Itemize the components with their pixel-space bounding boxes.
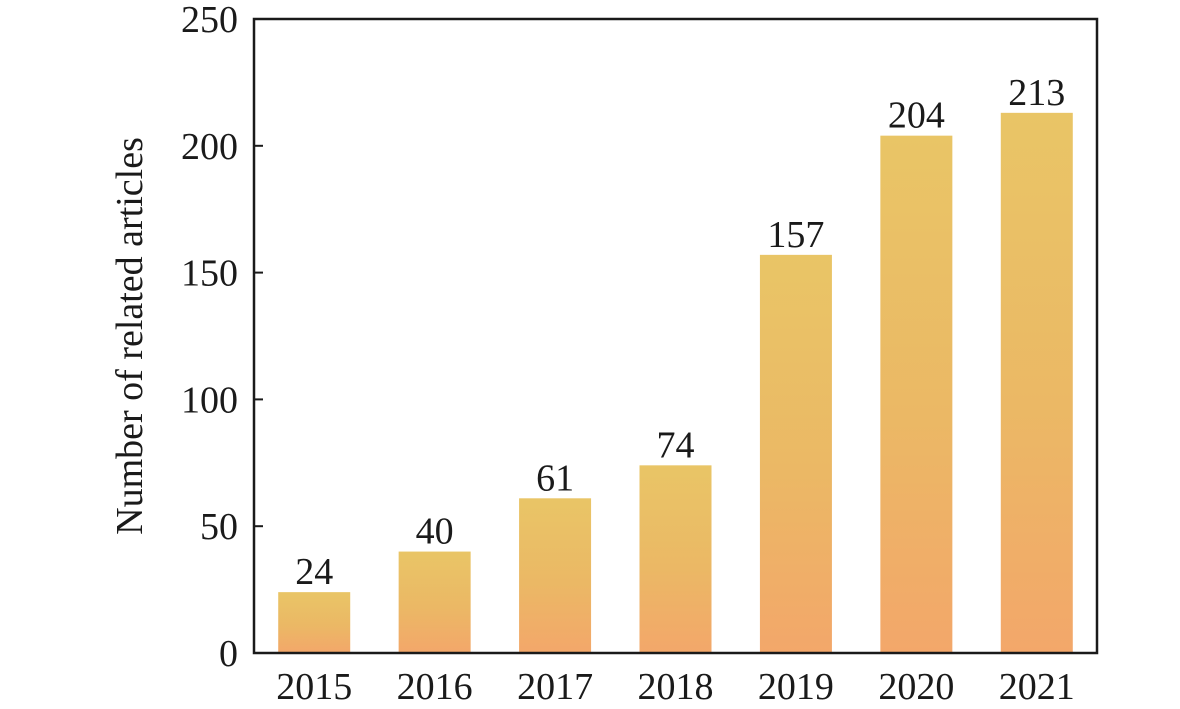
bar-2020: [880, 135, 953, 653]
y-tick-label-250: 250: [181, 0, 238, 41]
value-label-2016: 40: [416, 511, 454, 553]
bar-2021: [1000, 112, 1073, 653]
x-axis: 2015 2016 2017 2018 2019 2020 2021: [276, 666, 1075, 708]
value-label-2018: 74: [657, 424, 695, 466]
bar-2018: [639, 465, 712, 653]
value-label-2021: 213: [1008, 72, 1065, 114]
y-axis-title: Number of related articles: [109, 137, 151, 535]
value-label-2017: 61: [536, 457, 574, 499]
y-axis: 0 50 100 150 200 250: [181, 0, 263, 675]
value-labels-layer: 24 40 61 74 157 204 213: [295, 72, 1065, 593]
x-tick-label-2017: 2017: [517, 666, 593, 708]
x-tick-label-2015: 2015: [276, 666, 352, 708]
y-tick-label-50: 50: [200, 506, 238, 548]
x-tick-label-2018: 2018: [638, 666, 714, 708]
value-label-2015: 24: [295, 551, 333, 593]
bar-2017: [519, 498, 592, 653]
x-tick-label-2020: 2020: [878, 666, 954, 708]
x-tick-label-2016: 2016: [397, 666, 473, 708]
y-tick-label-100: 100: [181, 379, 238, 421]
y-tick-label-150: 150: [181, 253, 238, 295]
value-label-2020: 204: [888, 95, 945, 137]
x-tick-label-2021: 2021: [999, 666, 1075, 708]
y-tick-label-0: 0: [219, 633, 238, 675]
bar-2015: [278, 592, 351, 653]
y-tick-label-200: 200: [181, 126, 238, 168]
value-label-2019: 157: [767, 214, 824, 256]
x-tick-label-2019: 2019: [758, 666, 834, 708]
plot-frame: [252, 17, 1099, 655]
bars-layer: [278, 112, 1073, 653]
bar-2019: [759, 254, 832, 653]
bar-2016: [398, 551, 471, 653]
